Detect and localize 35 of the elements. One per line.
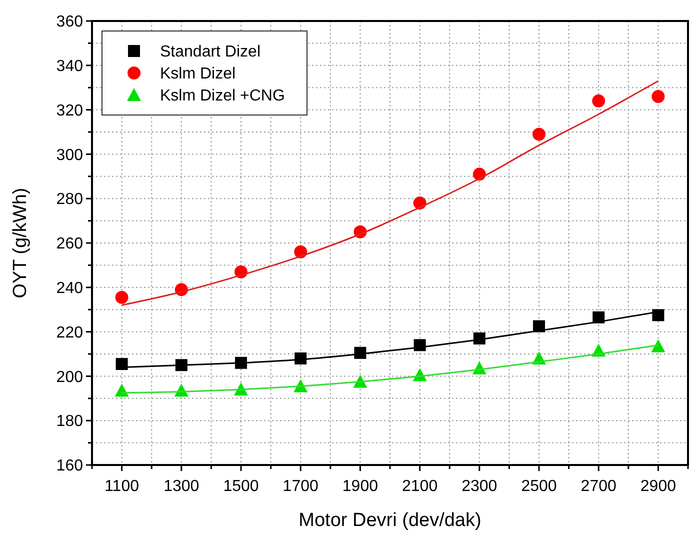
y-tick-label: 320 xyxy=(56,102,84,120)
y-tick-label: 340 xyxy=(56,58,84,75)
line-series xyxy=(121,80,659,306)
y-tick-label: 180 xyxy=(56,413,84,430)
point xyxy=(532,128,546,141)
y-tick-label: 300 xyxy=(56,146,84,164)
x-tick-label: 1300 xyxy=(164,478,200,495)
y-axis-title: OYT (g/kWh) xyxy=(10,188,31,298)
y-tick-label: 160 xyxy=(56,458,84,475)
x-tick-label: 1100 xyxy=(104,478,140,495)
x-tick-label: 2700 xyxy=(580,478,616,495)
y-tick-label: 220 xyxy=(56,324,84,342)
x-tick-label: 1900 xyxy=(342,478,378,495)
x-tick-label: 2300 xyxy=(462,478,498,495)
x-tick-label: 1500 xyxy=(223,478,259,495)
y-tick-label: 240 xyxy=(56,280,84,297)
y-tick-label: 280 xyxy=(56,191,84,208)
point xyxy=(115,290,128,304)
point xyxy=(651,339,666,352)
x-tick-label: 1700 xyxy=(282,478,318,495)
legend-label: Standart Dizel xyxy=(160,44,260,61)
point xyxy=(114,384,129,397)
point xyxy=(652,90,665,103)
legend-label: Kslm Dizel xyxy=(160,66,236,83)
y-tick-label: 260 xyxy=(56,236,84,253)
point xyxy=(652,309,664,322)
point xyxy=(116,358,128,370)
x-tick-label: 2500 xyxy=(521,478,557,495)
y-tick-label: 360 xyxy=(56,14,84,31)
x-tick-label: 2100 xyxy=(402,478,438,495)
legend-label: Kslm Dizel +CNG xyxy=(160,88,285,105)
point xyxy=(592,94,606,108)
x-tick-label: 2900 xyxy=(640,478,676,495)
x-axis-title: Motor Devri (dev/dak) xyxy=(298,510,482,531)
y-tick-label: 200 xyxy=(56,368,84,386)
